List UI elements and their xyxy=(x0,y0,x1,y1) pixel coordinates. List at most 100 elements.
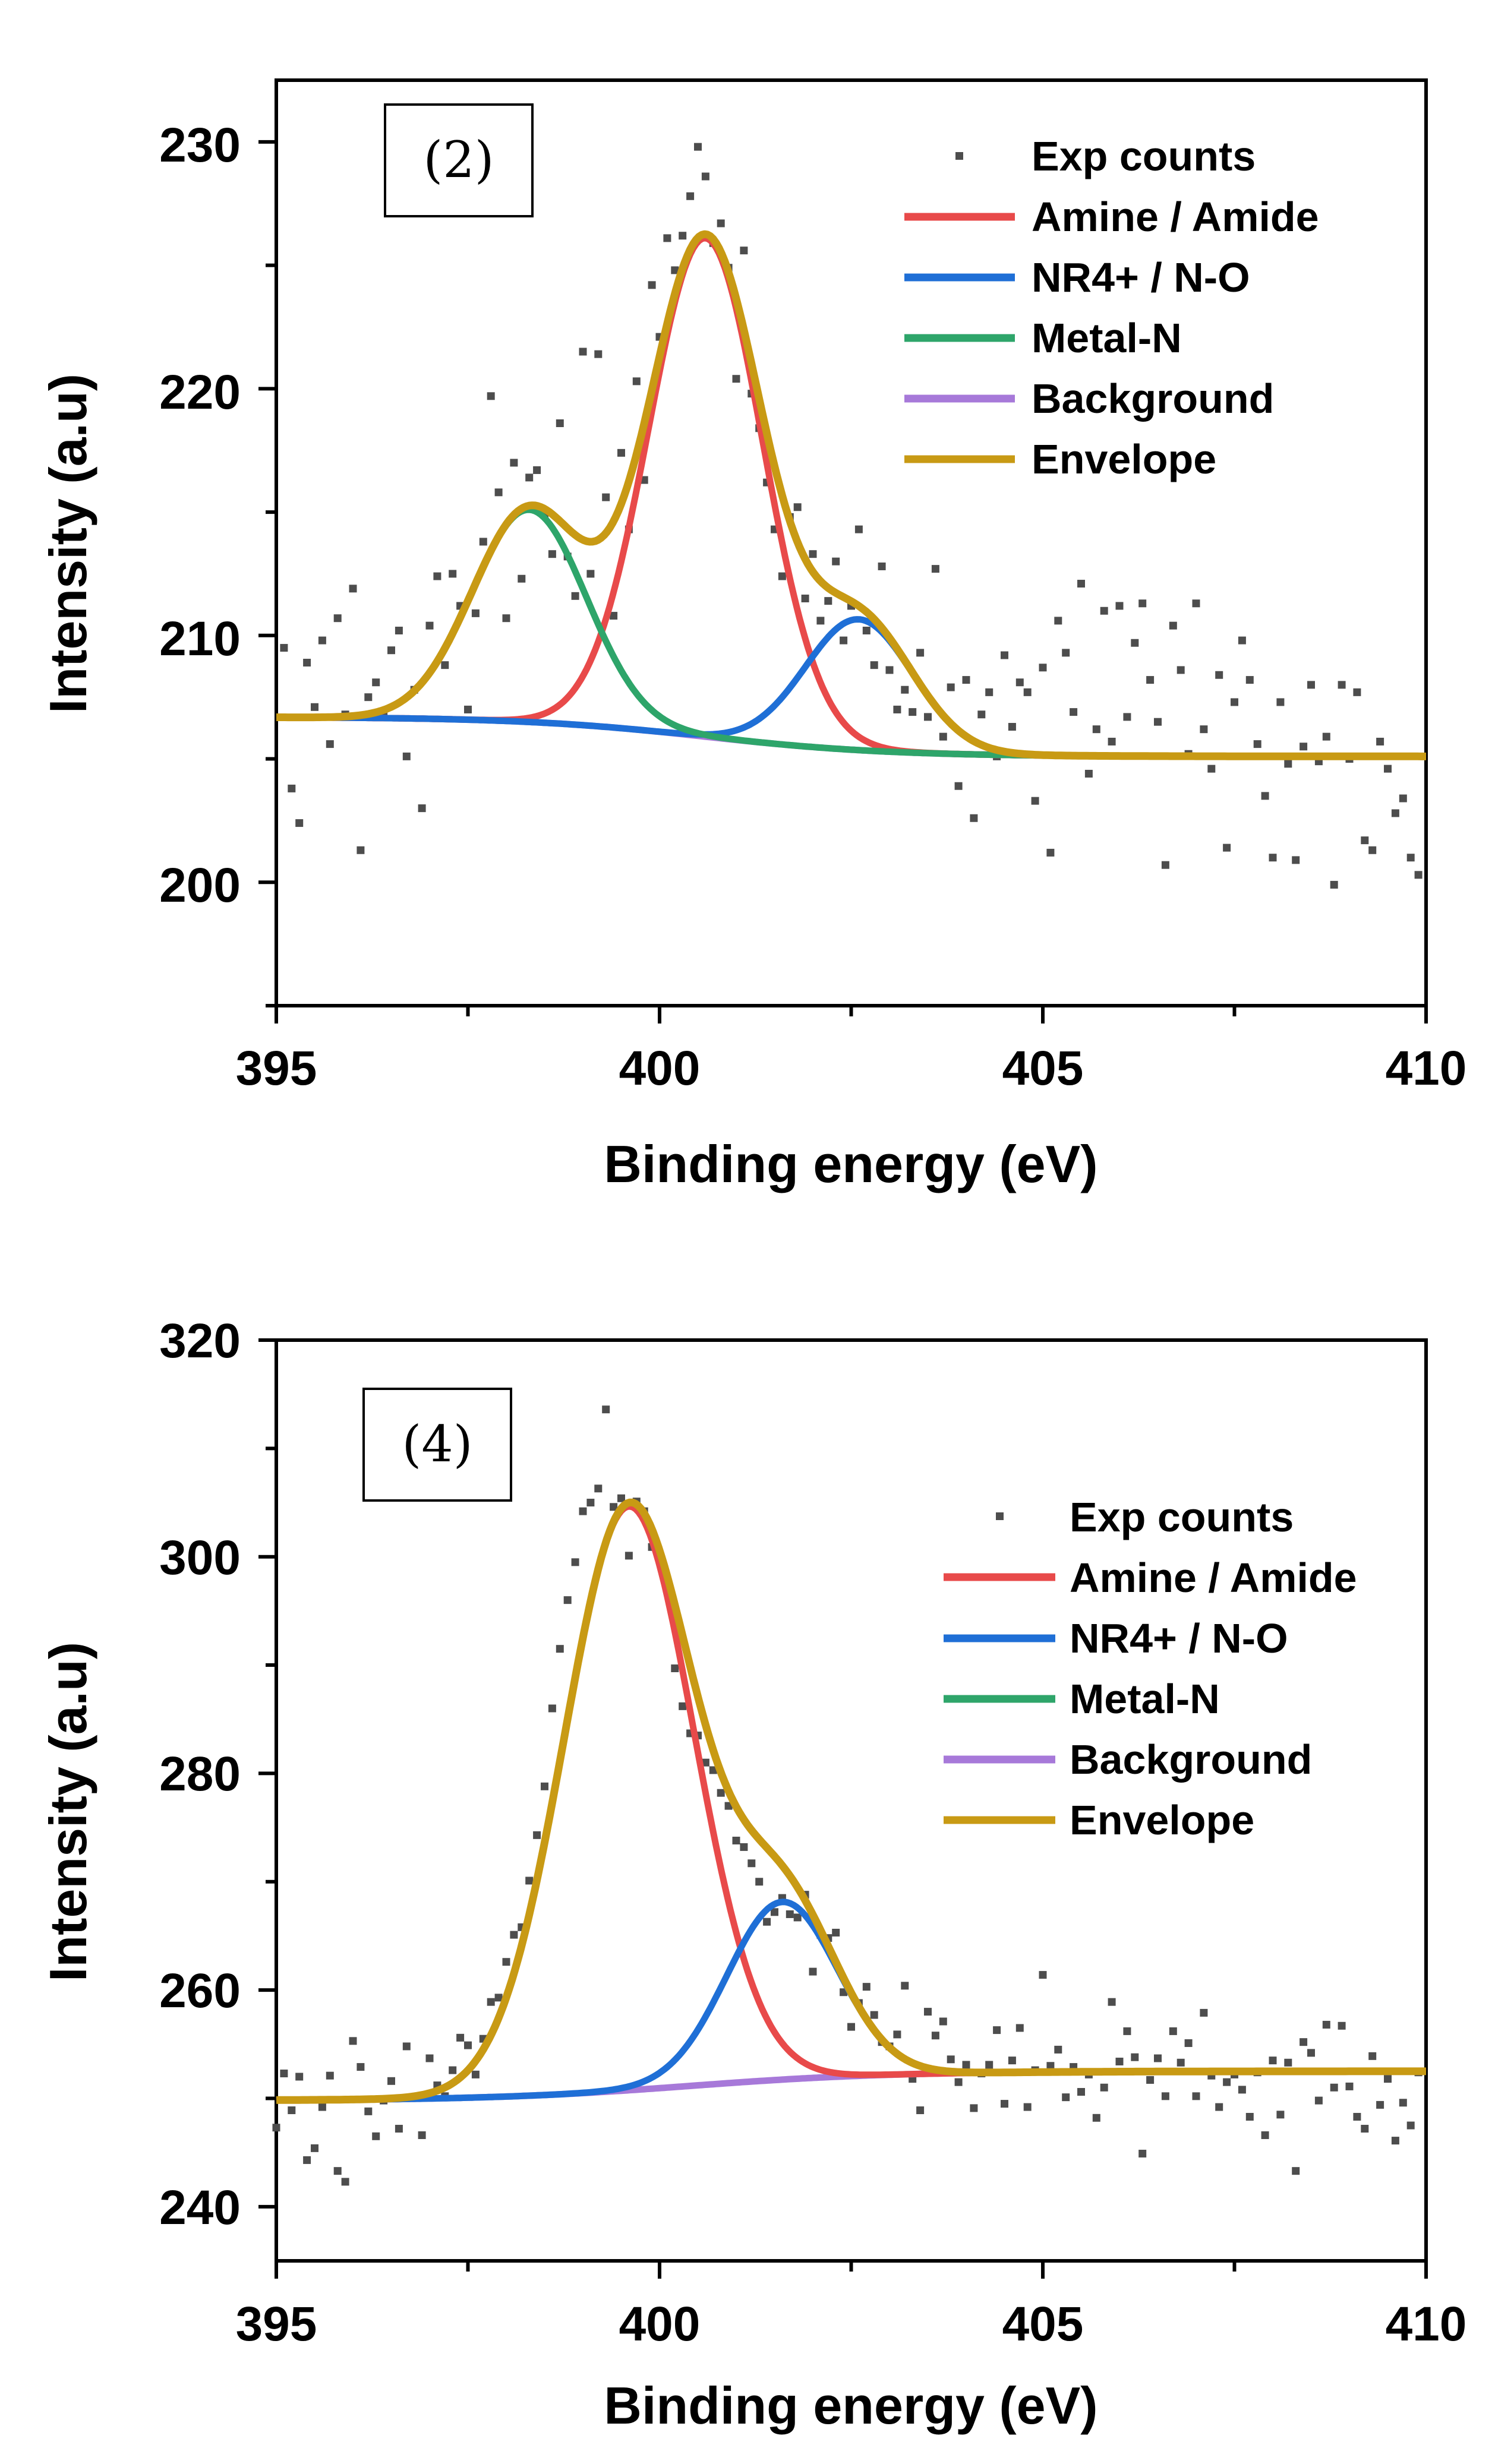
exp-count-point xyxy=(901,686,909,694)
exp-count-point xyxy=(610,612,618,620)
exp-count-point xyxy=(617,448,625,457)
exp-count-point xyxy=(1123,2027,1131,2035)
exp-count-point xyxy=(885,666,894,674)
exp-count-point xyxy=(541,1782,548,1790)
exp-count-point xyxy=(502,614,510,623)
exp-count-point xyxy=(1253,740,1261,748)
exp-count-point xyxy=(1330,880,1338,889)
exp-count-point xyxy=(487,392,495,400)
exp-count-point xyxy=(395,2125,403,2133)
exp-count-point xyxy=(1192,599,1200,608)
exp-count-point xyxy=(1200,725,1208,734)
exp-count-point xyxy=(1361,2125,1369,2133)
exp-count-point xyxy=(471,609,480,617)
exp-count-point xyxy=(617,1494,625,1502)
exp-count-point xyxy=(280,644,288,652)
exp-count-point xyxy=(349,2037,357,2045)
y-axis-title: Intensity (a.u) xyxy=(39,1642,97,1982)
exp-count-point xyxy=(1368,846,1377,854)
x-tick-label: 400 xyxy=(619,2297,701,2351)
exp-count-point xyxy=(464,705,472,713)
exp-count-point xyxy=(1108,737,1116,745)
exp-count-point xyxy=(663,234,671,242)
exp-count-point xyxy=(349,585,357,593)
exp-count-point xyxy=(1223,844,1231,852)
exp-count-point xyxy=(548,1704,556,1713)
legend-label: Envelope xyxy=(1032,436,1216,482)
exp-count-point xyxy=(602,493,610,501)
exp-count-point xyxy=(288,2106,296,2115)
exp-count-point xyxy=(924,2008,932,2016)
chart-panel-4: (4) 395 400 405 410 240 260 280 300 320 … xyxy=(39,1314,1466,2435)
legend-label: Metal-N xyxy=(1070,1676,1220,1722)
exp-count-point xyxy=(679,232,687,240)
exp-count-point xyxy=(1406,2121,1415,2130)
exp-count-point xyxy=(1200,2008,1208,2017)
exp-count-point xyxy=(916,2106,925,2115)
plot-frame xyxy=(275,78,1428,1007)
legend-label: NR4+ / N-O xyxy=(1070,1615,1288,1661)
exp-count-point xyxy=(1046,2062,1055,2070)
exp-count-point xyxy=(610,1503,618,1511)
exp-count-point xyxy=(679,1702,687,1710)
exp-count-point xyxy=(326,740,334,748)
exp-count-point xyxy=(594,1484,603,1493)
exp-count-point xyxy=(901,1982,909,1990)
exp-count-point xyxy=(402,752,411,760)
exp-count-point xyxy=(456,2033,465,2042)
exp-count-point xyxy=(701,172,709,181)
x-tick-label: 395 xyxy=(236,2297,317,2351)
exp-count-point xyxy=(793,1913,802,1922)
exp-count-point xyxy=(333,614,342,623)
exp-count-point xyxy=(395,626,403,634)
exp-count-point xyxy=(1376,2100,1384,2109)
exp-count-point xyxy=(1054,2045,1062,2054)
exp-count-point xyxy=(425,621,434,630)
exp-count-point xyxy=(602,1405,610,1414)
exp-count-point xyxy=(288,784,296,792)
exp-count-point xyxy=(1100,2083,1108,2092)
exp-count-point xyxy=(333,2167,342,2175)
y-tick-label: 240 xyxy=(159,2181,241,2235)
exp-count-point xyxy=(579,348,587,356)
exp-count-point xyxy=(1223,2078,1231,2086)
exp-count-point xyxy=(1008,2057,1016,2065)
x-tick-label: 410 xyxy=(1386,2297,1467,2351)
exp-count-point xyxy=(931,2032,939,2040)
exp-count-point xyxy=(832,1928,840,1937)
legend-label: Exp counts xyxy=(1070,1494,1294,1540)
exp-count-point xyxy=(732,1836,740,1844)
legend: Exp counts Amine / Amide NR4+ / N-O Meta… xyxy=(904,133,1319,482)
exp-count-point xyxy=(441,661,449,669)
exp-count-point xyxy=(1154,2054,1162,2062)
exp-count-point xyxy=(586,1499,595,1507)
exp-count-point xyxy=(1284,2058,1292,2067)
x-axis-title: Binding energy (eV) xyxy=(604,1135,1097,1193)
exp-count-point xyxy=(962,676,970,684)
exp-count-point xyxy=(962,2061,970,2069)
exp-count-point xyxy=(947,2055,955,2064)
exp-count-point xyxy=(786,1910,794,1918)
exp-count-point xyxy=(1307,2049,1315,2057)
exp-count-point xyxy=(1245,2112,1254,2121)
exp-count-point xyxy=(1046,848,1055,857)
exp-count-point xyxy=(1345,2082,1354,2090)
exp-count-point xyxy=(939,2017,947,2026)
exp-count-point xyxy=(1054,617,1062,625)
exp-count-point xyxy=(671,1664,679,1673)
exp-count-point xyxy=(916,649,925,657)
legend-label: Background xyxy=(1032,375,1274,422)
exp-count-point xyxy=(1300,2038,1308,2046)
exp-count-point xyxy=(1292,856,1300,864)
exp-count-point xyxy=(1368,2052,1377,2060)
x-tick-label: 395 xyxy=(236,1041,317,1095)
exp-count-point xyxy=(1261,792,1269,800)
exp-count-point xyxy=(402,2042,411,2051)
exp-count-point xyxy=(318,636,326,645)
exp-count-point xyxy=(1284,760,1292,768)
legend-label: Background xyxy=(1070,1736,1312,1783)
exp-count-point xyxy=(525,473,534,482)
exp-count-point xyxy=(502,1958,510,1966)
exp-count-point xyxy=(563,1596,572,1604)
exp-count-point xyxy=(847,2023,855,2031)
